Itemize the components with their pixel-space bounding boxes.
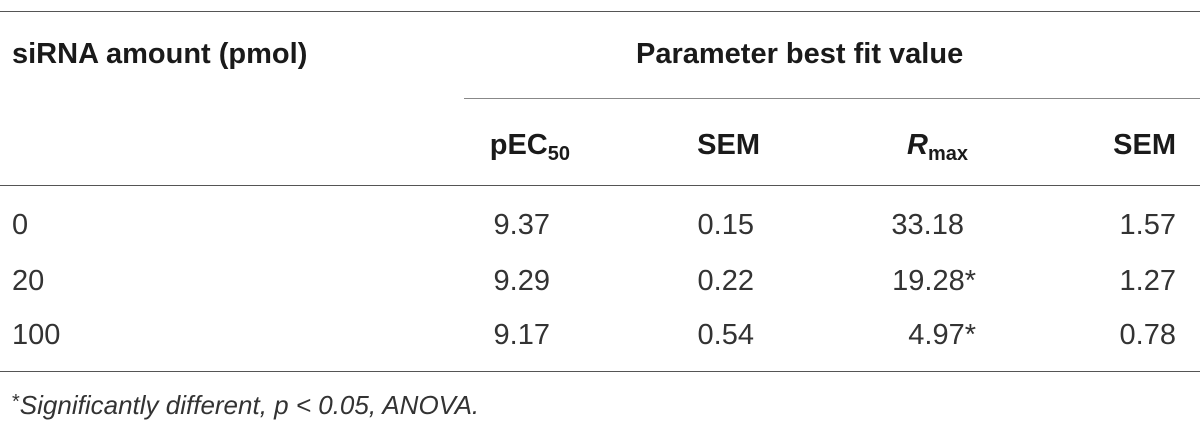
row-1-pec50: 9.29 (493, 265, 550, 297)
row-1-amount: 20 (12, 265, 45, 297)
row-1-rmax: 19.28* (892, 265, 976, 297)
footnote-marker: * (12, 391, 20, 413)
table-top-rule (0, 11, 1200, 12)
row-1-sem2: 1.27 (1119, 265, 1176, 297)
row-0-amount: 0 (12, 209, 29, 241)
table-bottom-rule (0, 371, 1200, 372)
table-footnote: *Significantly different, p < 0.05, ANOV… (12, 386, 479, 421)
row-2-pec50: 9.17 (493, 319, 550, 351)
header-bottom-rule (0, 185, 1200, 186)
col-header-sem1: SEM (697, 129, 760, 161)
col-header-pec50: pEC50 (489, 129, 570, 165)
footnote-text: Significantly different, p < 0.05, ANOVA… (19, 390, 480, 420)
group-header: Parameter best fit value (636, 38, 964, 70)
col-header-sem2: SEM (1113, 129, 1176, 161)
group-header-rule (464, 98, 1200, 99)
row-2-sem1: 0.54 (697, 319, 754, 351)
col-header-rmax: Rmax (907, 129, 968, 165)
row-2-sem2: 0.78 (1119, 319, 1176, 351)
row-2-amount: 100 (12, 319, 61, 351)
row-2-rmax: 4.97* (908, 319, 976, 351)
row-0-sem1: 0.15 (697, 209, 754, 241)
row-header: siRNA amount (pmol) (12, 38, 308, 70)
row-0-rmax: 33.18 (891, 209, 964, 241)
row-0-pec50: 9.37 (493, 209, 550, 241)
row-0-sem2: 1.57 (1119, 209, 1176, 241)
row-1-sem1: 0.22 (697, 265, 754, 297)
